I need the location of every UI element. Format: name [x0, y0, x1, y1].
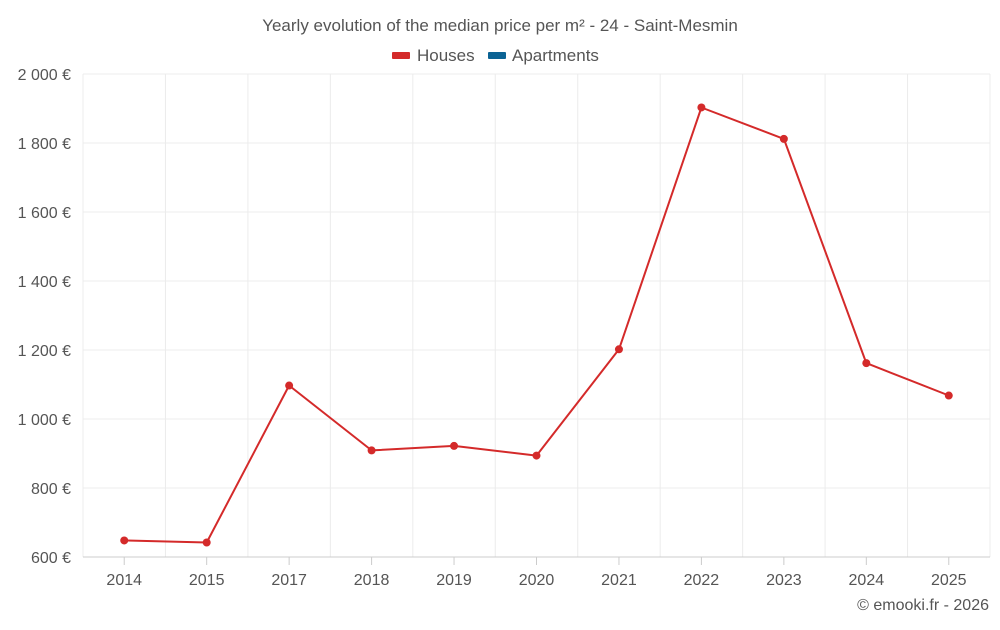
legend-label-apartments: Apartments	[512, 46, 599, 65]
data-point-houses-2021[interactable]	[614, 345, 623, 354]
legend-label-houses: Houses	[417, 46, 475, 65]
x-tick-label: 2014	[106, 572, 142, 589]
series-layer	[120, 103, 953, 547]
legend-item-apartments[interactable]: Apartments	[488, 46, 599, 65]
y-tick-label: 1 600 €	[18, 205, 71, 222]
y-tick-label: 1 400 €	[18, 274, 71, 291]
data-point-houses-2023[interactable]	[779, 134, 788, 143]
legend-item-houses[interactable]: Houses	[392, 46, 475, 65]
y-tick-label: 800 €	[31, 481, 71, 498]
x-tick-label: 2015	[189, 572, 225, 589]
x-axis: 2014 2015 2017 2018 2019 2020 2021 2022 2023 2024…	[83, 556, 990, 589]
y-axis: 600 € 800 € 1 000 € 1 200 € 1 400 € 1 600 € 1 …	[18, 67, 71, 567]
data-point-houses-2020[interactable]	[532, 451, 541, 460]
x-tick-label: 2017	[271, 572, 307, 589]
data-point-houses-2019[interactable]	[450, 441, 459, 450]
y-tick-label: 1 200 €	[18, 343, 71, 360]
y-tick-label: 1 000 €	[18, 412, 71, 429]
data-point-houses-2024[interactable]	[862, 359, 871, 368]
x-tick-label: 2025	[931, 572, 967, 589]
x-tick-label: 2023	[766, 572, 802, 589]
x-tick-label: 2018	[354, 572, 390, 589]
y-tick-label: 600 €	[31, 550, 71, 567]
chart-title: Yearly evolution of the median price per…	[262, 16, 738, 35]
credit-text: © emooki.fr - 2026	[857, 597, 989, 614]
data-point-houses-2018[interactable]	[367, 446, 376, 455]
y-tick-label: 2 000 €	[18, 67, 71, 84]
chart-legend: Houses Apartments	[392, 46, 599, 65]
data-point-houses-2014[interactable]	[120, 536, 129, 545]
data-point-houses-2022[interactable]	[697, 103, 706, 112]
x-tick-label: 2019	[436, 572, 472, 589]
legend-swatch-houses	[392, 52, 410, 59]
x-tick-label: 2024	[849, 572, 885, 589]
x-tick-label: 2021	[601, 572, 637, 589]
x-tick-label: 2020	[519, 572, 555, 589]
x-tick-label: 2022	[684, 572, 720, 589]
grid-lines	[82, 73, 991, 557]
data-point-houses-2015[interactable]	[202, 538, 211, 547]
legend-swatch-apartments	[488, 52, 506, 59]
data-point-houses-2025[interactable]	[944, 391, 953, 400]
data-point-houses-2017[interactable]	[285, 381, 294, 390]
y-tick-label: 1 800 €	[18, 136, 71, 153]
